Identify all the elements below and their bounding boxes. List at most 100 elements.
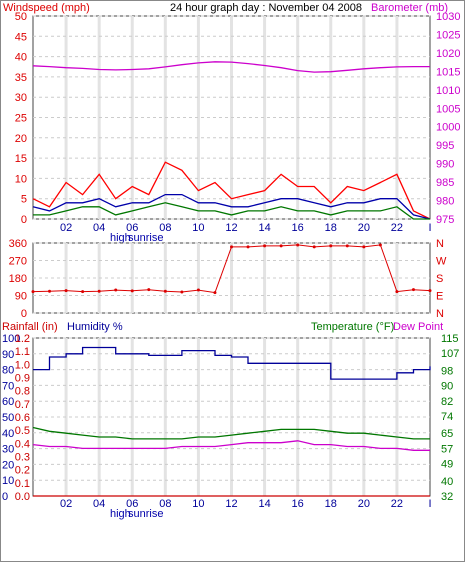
compass-label: E	[436, 291, 443, 303]
humidity-ticks: 0 10 20 30 40 50 60 70 80 90 100	[2, 333, 20, 503]
wind-tick-label: 0	[21, 214, 27, 226]
barometer-tick-label: 1025	[436, 29, 460, 41]
wind-direction-point	[163, 289, 167, 293]
wind-tick-label: 40	[15, 52, 27, 64]
wind-tick-label: 45	[15, 31, 27, 43]
humidity-tick-label: 20	[2, 459, 14, 471]
direction-tick-label: 360	[9, 238, 27, 250]
barometer-tick-label: 990	[436, 159, 454, 171]
barometer-line	[32, 61, 430, 73]
x-tick-label: 22	[391, 222, 403, 234]
wind-direction-point	[180, 290, 184, 294]
graph-title: 24 hour graph day : November 04 2008	[170, 2, 362, 14]
wind-series	[32, 61, 431, 220]
wind-direction-point	[196, 288, 200, 292]
x-tick-label: 06	[126, 498, 138, 510]
wind-direction-point	[64, 289, 68, 293]
temperature-tick-label: 74	[441, 411, 453, 423]
temperature-tick-label: 65	[441, 428, 453, 440]
rainfall-label: Rainfall (in)	[2, 321, 58, 333]
x-tick-label: 04	[93, 222, 105, 234]
wind-direction-point	[312, 245, 316, 249]
windspeed-label: Windspeed (mph)	[3, 2, 90, 14]
marker-sunrise-bottom: sunrise	[128, 508, 163, 520]
x-tick-label: 20	[358, 222, 370, 234]
wind-direction-point	[362, 245, 366, 249]
rain-tick-label: 0.8	[15, 386, 30, 398]
barometer-tick-label: 975	[436, 214, 454, 226]
x-tick-labels-top: 02 04 06 08 10 12 14 16 18 20 22 I	[60, 222, 432, 234]
rain-tick-label: 0.2	[15, 465, 30, 477]
x-tick-label: 20	[358, 498, 370, 510]
humidity-tick-label: 60	[2, 396, 14, 408]
barometer-tick-label: 1010	[436, 85, 460, 97]
humidity-label: Humidity %	[67, 321, 123, 333]
wind-direction-point	[428, 289, 432, 293]
x-tick-label: 18	[325, 498, 337, 510]
x-axis-bottom: 02 04 06 08 10 12 14 16 18 20 22 I high sunrise	[60, 498, 432, 520]
x-tick-label: 22	[391, 498, 403, 510]
compass-label: N	[436, 238, 444, 250]
wind-right-ticks: 975 980 985 990 995 1000 1005 1010 1015 1020 1025 1…	[436, 11, 460, 226]
temperature-tick-label: 107	[441, 348, 459, 360]
wind-tick-label: 50	[15, 11, 27, 23]
barometer-tick-label: 1020	[436, 48, 460, 60]
x-tick-label: 16	[292, 222, 304, 234]
temperature-tick-label: 40	[441, 476, 453, 488]
direction-tick-label: 90	[15, 291, 27, 303]
wind-direction-point	[395, 290, 399, 294]
rain-tick-label: 0.4	[15, 438, 30, 450]
temperature-tick-label: 90	[441, 381, 453, 393]
barometer-label: Barometer (mb)	[371, 2, 448, 14]
compass-label: S	[436, 273, 443, 285]
temperature-tick-label: 115	[441, 333, 459, 345]
temperature-tick-label: 57	[441, 443, 453, 455]
marker-high-top: high	[110, 232, 131, 244]
wind-tick-label: 35	[15, 72, 27, 84]
x-tick-label: I	[428, 498, 431, 510]
humidity-tick-label: 30	[2, 444, 14, 456]
direction-left-ticks: 0 90 180 270 360	[9, 238, 27, 320]
x-tick-label: 12	[225, 498, 237, 510]
temperature-ticks: 32 40 49 57 65 74 82 90 98 107 115	[441, 333, 459, 503]
compass-label: N	[436, 308, 444, 320]
wind-tick-label: 10	[15, 173, 27, 185]
humidity-tick-label: 10	[2, 475, 14, 487]
wind-direction-point	[147, 288, 151, 292]
rain-tick-label: 0.3	[15, 452, 30, 464]
humidity-tick-label: 50	[2, 412, 14, 424]
rain-tick-label: 0.0	[15, 491, 30, 503]
wind-direction-point	[345, 244, 349, 248]
x-axis-top: 02 04 06 08 10 12 14 16 18 20 22 I high sunrise	[60, 222, 432, 244]
wind-direction-point	[230, 245, 233, 249]
barometer-tick-label: 980	[436, 196, 454, 208]
barometer-tick-label: 985	[436, 177, 454, 189]
wind-tick-label: 20	[15, 133, 27, 145]
marker-high-bottom: high	[110, 508, 131, 520]
x-tick-label: 06	[126, 222, 138, 234]
wind-tick-label: 15	[15, 153, 27, 165]
rain-tick-label: 1.2	[15, 333, 30, 345]
compass-label: W	[436, 256, 447, 268]
wind-direction-point	[378, 243, 382, 247]
wind-direction-point	[279, 244, 283, 248]
x-tick-label: 04	[93, 498, 105, 510]
marker-sunrise-top: sunrise	[128, 232, 163, 244]
x-tick-label: 08	[159, 498, 171, 510]
humidity-tick-label: 0	[2, 491, 8, 503]
wind-direction-point	[263, 244, 267, 248]
x-tick-label: 08	[159, 222, 171, 234]
bottom-series	[32, 346, 431, 497]
rain-tick-label: 0.9	[15, 373, 30, 385]
humidity-tick-label: 80	[2, 365, 14, 377]
rain-tick-label: 0.1	[15, 478, 30, 490]
temperature-tick-label: 82	[441, 396, 453, 408]
barometer-tick-label: 1000	[436, 122, 460, 134]
rain-ticks: 0.00.10.20.3 0.40.50.60.70.80.9 1.01.11.2	[15, 333, 30, 503]
direction-tick-label: 180	[9, 273, 27, 285]
x-tick-label: 16	[292, 498, 304, 510]
barometer-tick-label: 1015	[436, 66, 460, 78]
